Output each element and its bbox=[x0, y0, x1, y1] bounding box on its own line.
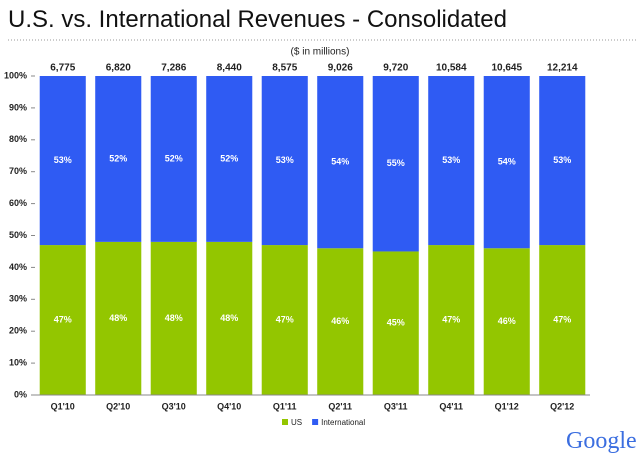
x-tick-label: Q3'11 bbox=[384, 401, 408, 411]
x-tick-label: Q4'10 bbox=[217, 401, 241, 411]
legend-swatch bbox=[312, 419, 319, 425]
bar-segment bbox=[95, 76, 142, 242]
bar-segment bbox=[150, 76, 197, 242]
value-label: 54% bbox=[331, 157, 349, 167]
total-label: 6,775 bbox=[50, 63, 75, 74]
y-tick-label: 50% bbox=[9, 230, 27, 240]
value-label: 48% bbox=[220, 313, 238, 323]
logo: Google bbox=[566, 428, 637, 454]
y-tick-label: 40% bbox=[9, 262, 27, 272]
total-label: 9,026 bbox=[328, 63, 353, 74]
value-label: 45% bbox=[387, 318, 405, 328]
bar-segment bbox=[95, 241, 142, 395]
y-tick-label: 100% bbox=[4, 70, 27, 80]
value-label: 47% bbox=[276, 314, 294, 324]
bar-segment bbox=[261, 76, 308, 246]
value-label: 48% bbox=[109, 313, 127, 323]
bar-segment bbox=[428, 76, 475, 246]
total-label: 6,820 bbox=[106, 63, 131, 74]
legend-label: US bbox=[291, 418, 302, 427]
total-label: 12,214 bbox=[547, 63, 578, 74]
value-label: 53% bbox=[553, 155, 571, 165]
bar-segment bbox=[372, 76, 419, 252]
bar-segment bbox=[39, 245, 86, 395]
value-label: 48% bbox=[165, 313, 183, 323]
x-tick-label: Q1'10 bbox=[51, 401, 75, 411]
value-label: 47% bbox=[553, 314, 571, 324]
chart-subtitle: ($ in millions) bbox=[291, 47, 350, 58]
value-label: 53% bbox=[54, 155, 72, 165]
bar-segment bbox=[317, 248, 364, 395]
legend-label: International bbox=[321, 418, 365, 427]
value-label: 52% bbox=[165, 153, 183, 163]
legend-swatch bbox=[282, 419, 288, 425]
x-tick-label: Q3'10 bbox=[162, 401, 186, 411]
x-tick-label: Q2'11 bbox=[328, 401, 352, 411]
value-label: 52% bbox=[220, 153, 238, 163]
bar-segment bbox=[483, 248, 530, 395]
bar-segment bbox=[39, 76, 86, 246]
total-label: 10,584 bbox=[436, 63, 467, 74]
total-label: 9,720 bbox=[383, 63, 408, 74]
y-tick-label: 70% bbox=[9, 166, 27, 176]
value-label: 55% bbox=[387, 158, 405, 168]
value-label: 52% bbox=[109, 153, 127, 163]
value-label: 47% bbox=[54, 314, 72, 324]
value-label: 46% bbox=[331, 316, 349, 326]
value-label: 46% bbox=[498, 316, 516, 326]
bar-segment bbox=[539, 76, 586, 246]
bar-segment bbox=[372, 251, 419, 395]
value-label: 53% bbox=[276, 155, 294, 165]
y-tick-label: 80% bbox=[9, 134, 27, 144]
bar-segment bbox=[206, 241, 253, 395]
bar-segment bbox=[261, 245, 308, 395]
x-tick-label: Q2'12 bbox=[550, 401, 574, 411]
x-tick-label: Q4'11 bbox=[439, 401, 463, 411]
chart-title: U.S. vs. International Revenues - Consol… bbox=[8, 6, 507, 33]
bar-segment bbox=[206, 76, 253, 242]
x-tick-label: Q1'12 bbox=[495, 401, 519, 411]
y-tick-label: 20% bbox=[9, 326, 27, 336]
y-tick-label: 60% bbox=[9, 198, 27, 208]
value-label: 53% bbox=[442, 155, 460, 165]
total-label: 8,440 bbox=[217, 63, 242, 74]
y-tick-label: 90% bbox=[9, 102, 27, 112]
total-label: 10,645 bbox=[491, 63, 522, 74]
bar-segment bbox=[150, 241, 197, 395]
bar-segment bbox=[539, 245, 586, 395]
x-tick-label: Q2'10 bbox=[106, 401, 130, 411]
bar-segment bbox=[317, 76, 364, 249]
total-label: 7,286 bbox=[161, 63, 186, 74]
bar-segment bbox=[428, 245, 475, 395]
y-tick-label: 10% bbox=[9, 357, 27, 367]
total-label: 8,575 bbox=[272, 63, 297, 74]
value-label: 54% bbox=[498, 157, 516, 167]
y-tick-label: 30% bbox=[9, 294, 27, 304]
y-tick-label: 0% bbox=[14, 389, 27, 399]
bar-segment bbox=[483, 76, 530, 249]
value-label: 47% bbox=[442, 314, 460, 324]
x-tick-label: Q1'11 bbox=[273, 401, 297, 411]
